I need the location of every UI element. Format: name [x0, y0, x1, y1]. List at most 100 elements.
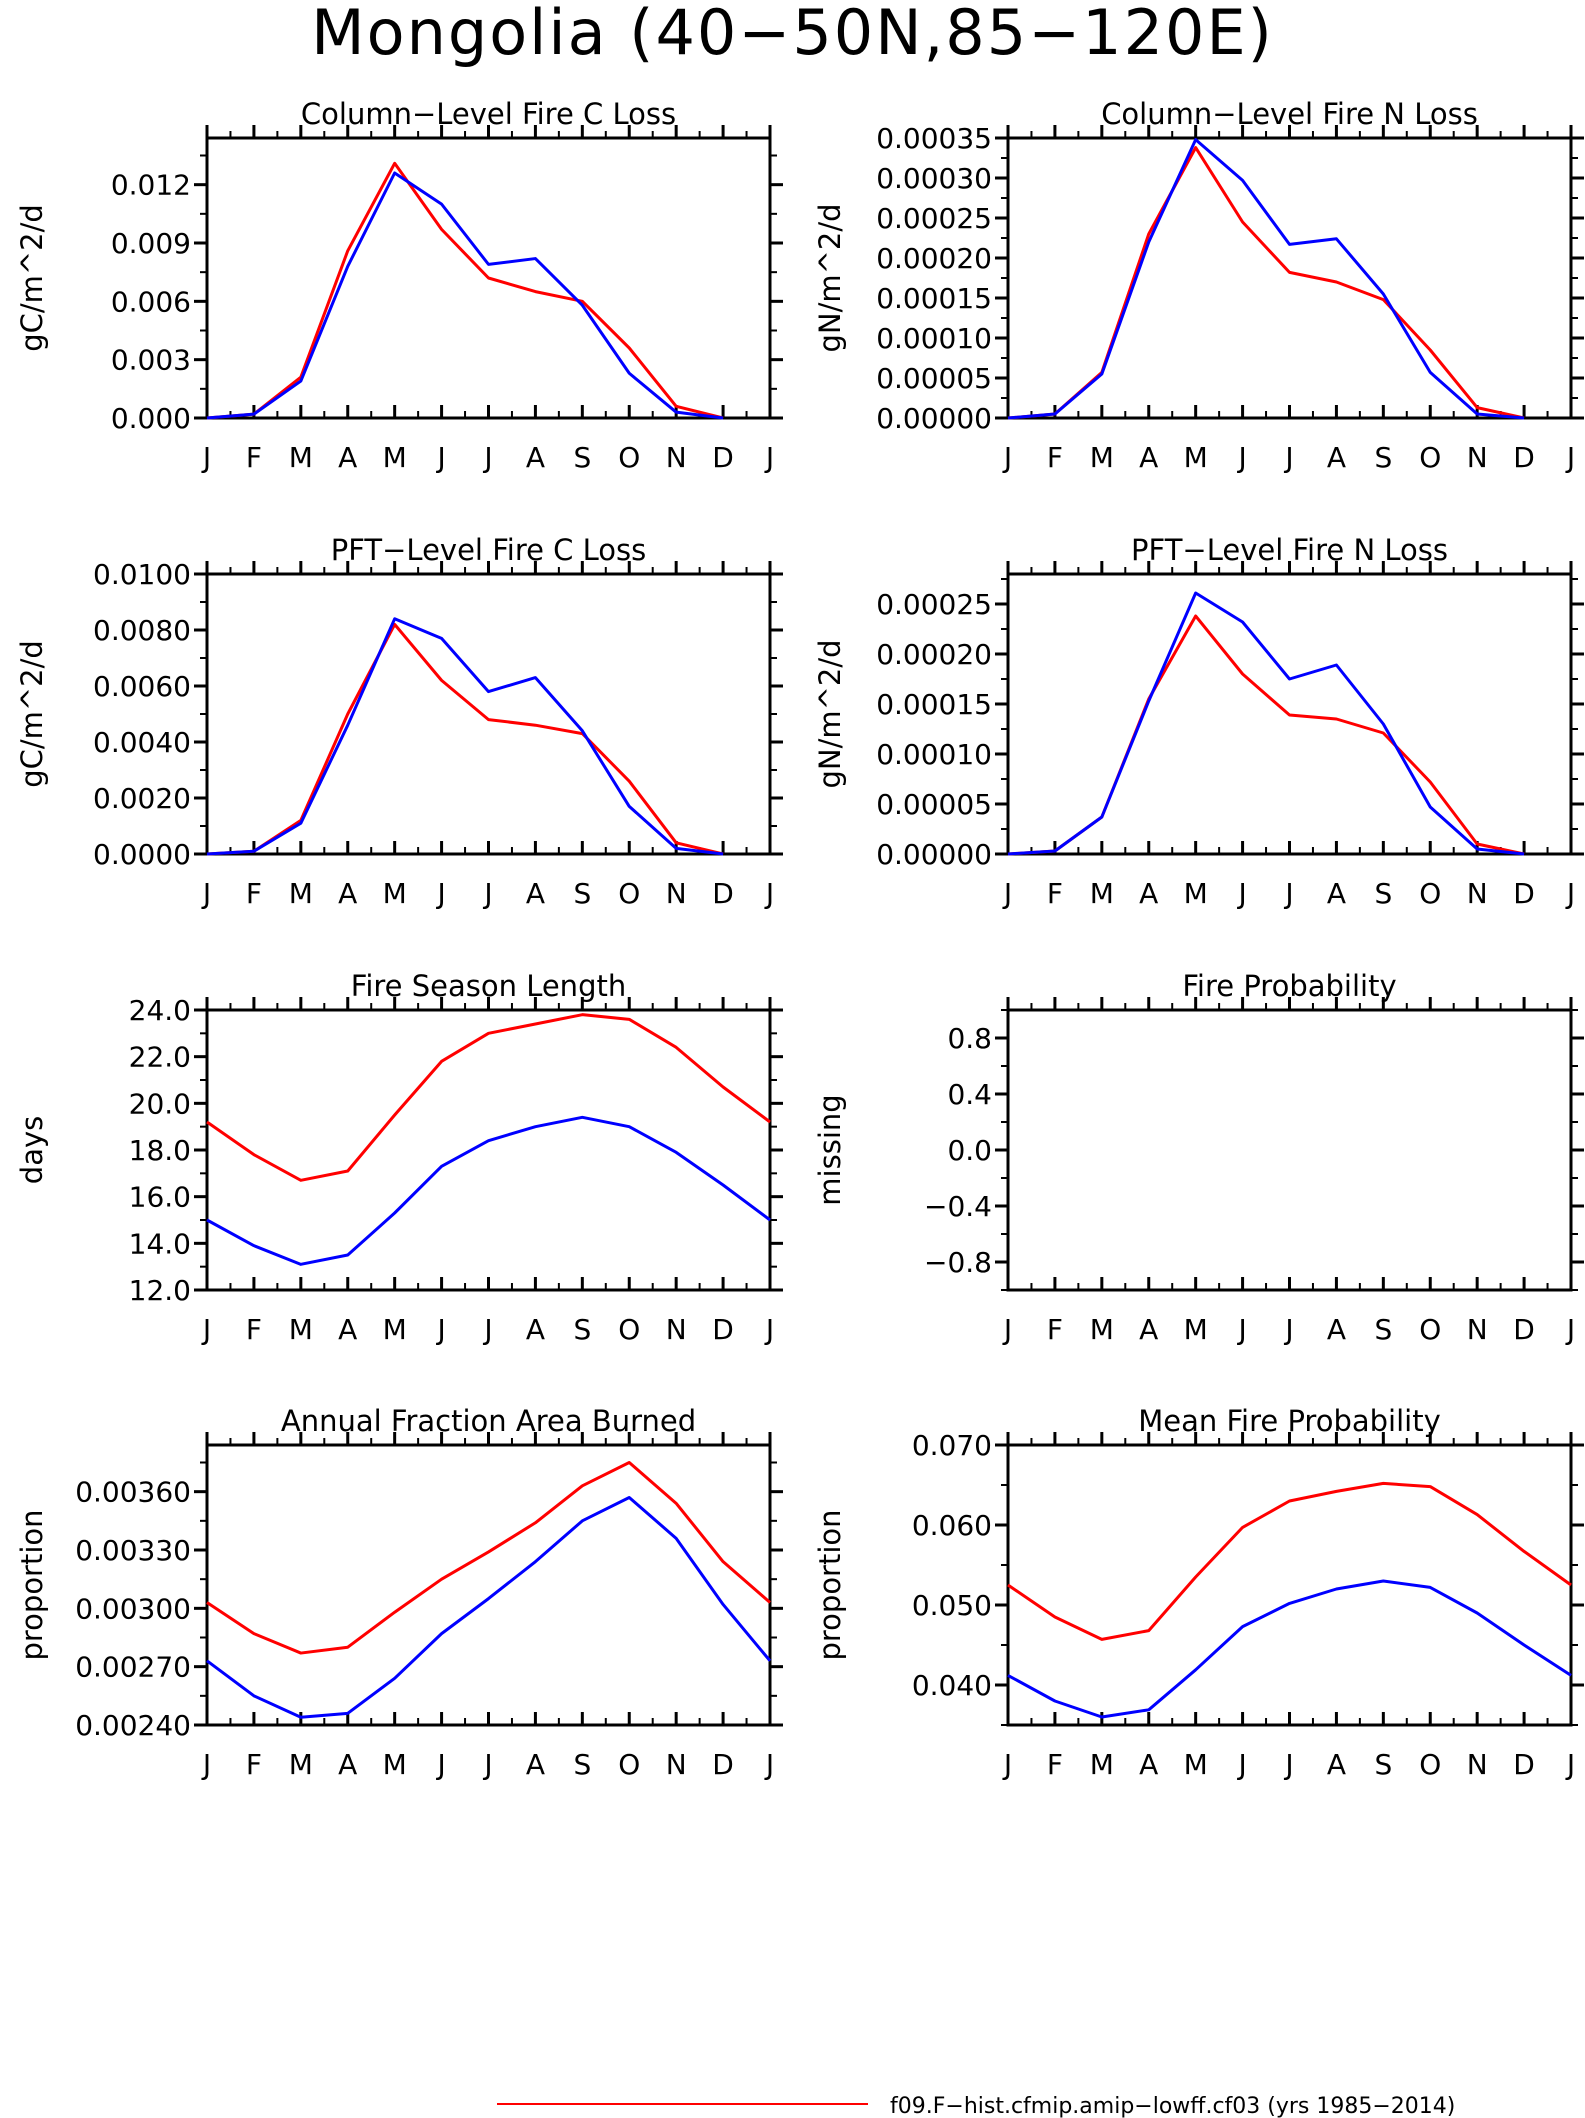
- y-tick-label: 0.00270: [75, 1651, 191, 1684]
- x-tick-label: M: [289, 1313, 313, 1346]
- series-line-red: [206, 1013, 771, 1182]
- series-line-blue: [206, 617, 724, 856]
- y-axis-label: proportion: [15, 1509, 49, 1660]
- x-tick-label: O: [1419, 1313, 1441, 1346]
- y-tick-label: 0.0020: [93, 782, 191, 815]
- x-tick-label: D: [1513, 441, 1535, 474]
- y-tick-label: 0.00330: [75, 1534, 191, 1567]
- chart-panel-7: J F M A M J J A S O N D J0.002400.002700.003000.0033…: [15, 1404, 783, 1781]
- y-tick-label: 0.00025: [876, 588, 992, 621]
- x-tick-label: A: [1139, 1748, 1158, 1781]
- y-tick-label: 0.050: [912, 1589, 992, 1622]
- x-tick-label: M: [1090, 441, 1114, 474]
- x-tick-label: J: [201, 441, 211, 474]
- x-tick-label: N: [1467, 1748, 1488, 1781]
- x-tick-label: D: [712, 441, 734, 474]
- x-tick-label: A: [526, 1748, 545, 1781]
- y-axis-label: gN/m^2/d: [813, 203, 847, 352]
- x-tick-label: J: [435, 441, 445, 474]
- x-tick-label: J: [1565, 1313, 1575, 1346]
- y-tick-label: 0.040: [912, 1669, 992, 1702]
- series-line-blue: [1007, 138, 1525, 420]
- x-tick-label: N: [666, 1313, 687, 1346]
- x-tick-label: J: [1236, 1313, 1246, 1346]
- x-tick-label: N: [666, 441, 687, 474]
- x-tick-label: F: [246, 441, 262, 474]
- y-axis-label: proportion: [813, 1509, 847, 1660]
- x-tick-label: J: [1283, 441, 1293, 474]
- x-tick-label: J: [482, 441, 492, 474]
- series-line-red: [206, 1461, 771, 1655]
- x-tick-label: A: [1139, 877, 1158, 910]
- x-tick-label: J: [764, 1748, 774, 1781]
- x-tick-label: J: [1565, 877, 1575, 910]
- y-tick-label: 0.0040: [93, 726, 191, 759]
- plot-frame: [205, 1008, 772, 1292]
- x-tick-label: F: [1047, 441, 1063, 474]
- x-tick-label: N: [1467, 877, 1488, 910]
- x-tick-label: F: [246, 1748, 262, 1781]
- x-tick-label: J: [435, 1748, 445, 1781]
- y-tick-label: 0.0000: [93, 838, 191, 871]
- x-tick-label: J: [1002, 877, 1012, 910]
- x-tick-label: M: [383, 877, 407, 910]
- y-tick-label: 0.00010: [876, 738, 992, 771]
- x-tick-label: F: [1047, 877, 1063, 910]
- y-tick-label: −0.4: [924, 1190, 992, 1223]
- y-tick-label: 0.00360: [75, 1476, 191, 1509]
- y-tick-label: 0.00010: [876, 322, 992, 355]
- x-tick-label: A: [526, 877, 545, 910]
- x-tick-label: A: [1327, 441, 1346, 474]
- x-tick-label: M: [1184, 877, 1208, 910]
- y-tick-label: 0.009: [111, 227, 191, 260]
- y-tick-label: 12.0: [129, 1274, 191, 1307]
- series-line-red: [1007, 146, 1525, 420]
- series-line-blue: [1007, 591, 1525, 856]
- x-tick-label: J: [1002, 1748, 1012, 1781]
- x-tick-label: M: [1184, 1313, 1208, 1346]
- y-tick-label: 0.00005: [876, 788, 992, 821]
- x-tick-label: D: [712, 877, 734, 910]
- chart-title: Column−Level Fire N Loss: [1101, 97, 1478, 131]
- plot-frame: [1006, 1443, 1573, 1727]
- plot-frame: [205, 572, 772, 856]
- x-tick-label: N: [1467, 1313, 1488, 1346]
- series-line-blue: [1007, 1579, 1572, 1719]
- x-tick-label: M: [383, 1313, 407, 1346]
- x-tick-label: J: [764, 441, 774, 474]
- x-tick-label: M: [1090, 1748, 1114, 1781]
- legend-label: f09.F−hist.cfmip.amip−lowff.cf03 (yrs 19…: [890, 2094, 1455, 2118]
- x-tick-label: J: [1283, 1748, 1293, 1781]
- series-line-blue: [206, 1496, 772, 1719]
- x-tick-label: M: [383, 441, 407, 474]
- x-tick-label: A: [338, 877, 357, 910]
- y-tick-label: 14.0: [129, 1227, 191, 1260]
- x-tick-label: F: [1047, 1313, 1063, 1346]
- y-axis-label: days: [15, 1116, 49, 1184]
- x-tick-label: D: [1513, 1748, 1535, 1781]
- chart-title: Annual Fraction Area Burned: [281, 1404, 696, 1438]
- x-tick-label: M: [1184, 1748, 1208, 1781]
- y-tick-label: 0.00030: [876, 162, 992, 195]
- x-tick-label: J: [201, 1748, 211, 1781]
- chart-title: PFT−Level Fire N Loss: [1131, 533, 1448, 567]
- x-tick-label: J: [764, 877, 774, 910]
- x-tick-label: J: [435, 877, 445, 910]
- x-tick-label: J: [482, 1748, 492, 1781]
- series-line-blue: [206, 1115, 771, 1266]
- y-axis-label: gC/m^2/d: [15, 640, 49, 788]
- chart-panel-1: J F M A M J J A S O N D J0.0000.0030.0060.0090.012Co…: [15, 97, 783, 474]
- y-tick-label: 0.4: [947, 1078, 992, 1111]
- x-tick-label: J: [764, 1313, 774, 1346]
- chart-panel-5: J F M A M J J A S O N D J12.014.016.018.020.022.024.…: [15, 969, 783, 1346]
- y-tick-label: 0.00240: [75, 1709, 191, 1742]
- plot-frame: [205, 1443, 772, 1727]
- x-tick-label: F: [246, 1313, 262, 1346]
- y-axis-label: missing: [813, 1094, 847, 1205]
- x-tick-label: S: [1374, 1748, 1392, 1781]
- y-tick-label: 16.0: [129, 1181, 191, 1214]
- series-line-red: [206, 161, 724, 420]
- x-tick-label: J: [1236, 1748, 1246, 1781]
